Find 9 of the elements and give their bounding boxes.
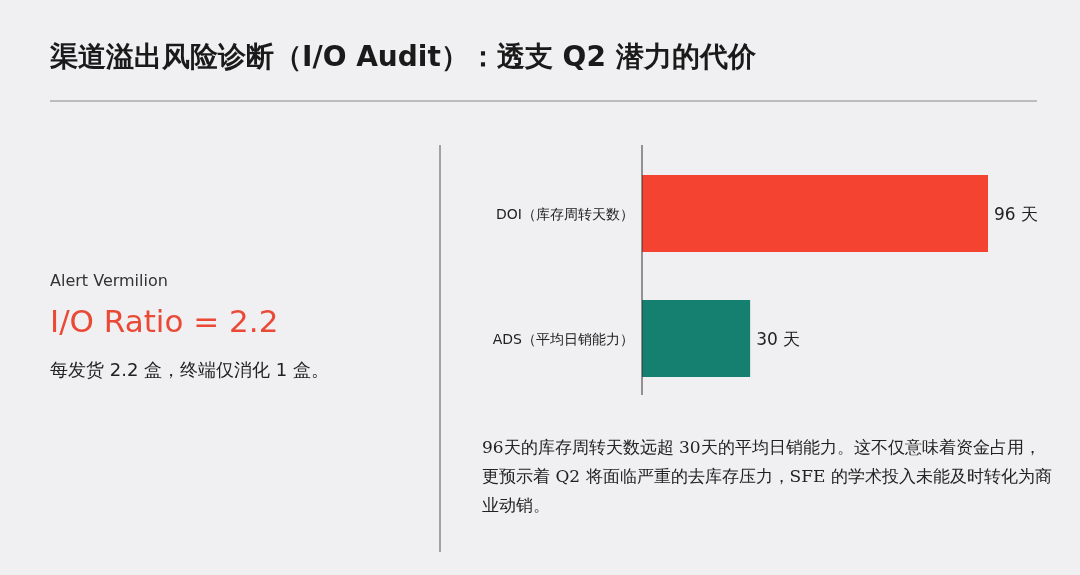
data-label: 30 天	[756, 328, 801, 349]
y-tick-label: ADS（平均日销能力）	[492, 330, 634, 347]
text: I/O Ratio = 2.2	[50, 303, 279, 339]
text: 渠道溢出风险诊断（I/O Audit）：透支 Q2 潜力的代价	[50, 39, 757, 75]
text: 96天的库存周转天数远超 30天的平均日销能力。这不仅意味着资金占用，更预示着 Q2 将面临严重的去库存压力，SFE 的学术投入未能及时转化为商业动销。	[482, 436, 1052, 517]
y-tick-label: DOI（库存周转天数）	[496, 205, 634, 222]
text: 每发货 2.2 盒，终端仅消化 1 盒。	[50, 359, 329, 380]
text: Alert Vermilion	[50, 271, 168, 290]
data-label: 96 天	[994, 203, 1039, 224]
